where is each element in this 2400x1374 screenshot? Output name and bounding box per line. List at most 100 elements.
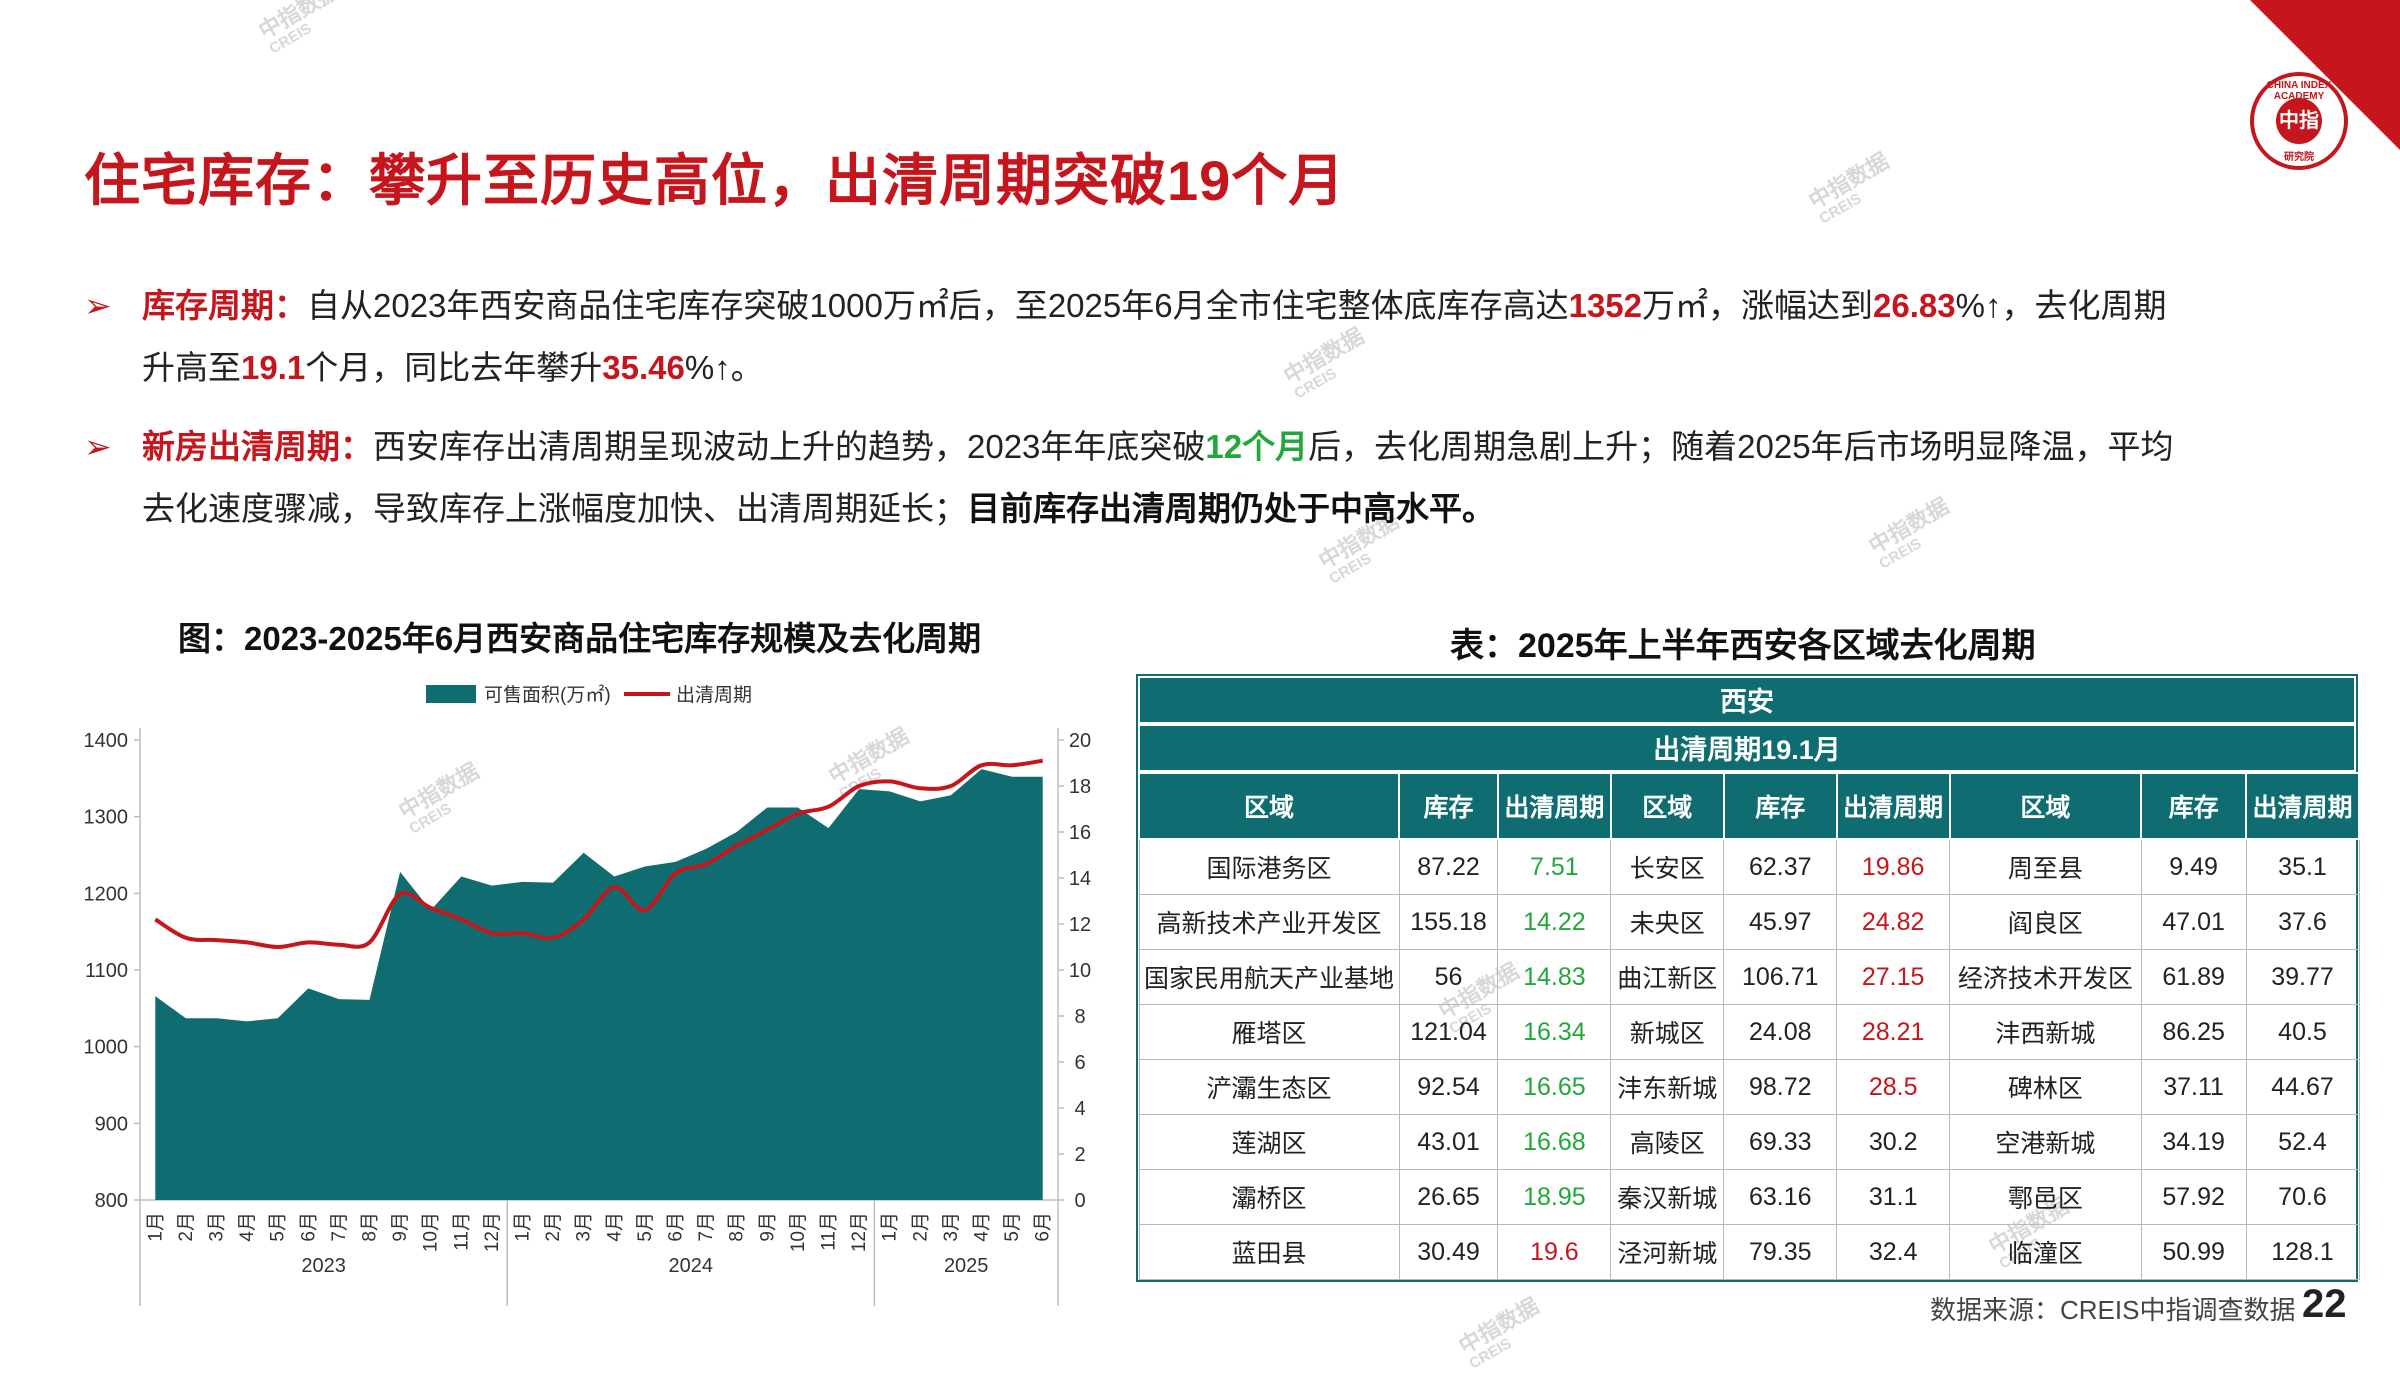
x-tick-label: 10月 <box>421 1212 442 1252</box>
highlight-value: 19.1 <box>241 349 306 386</box>
table-cell: 7.51 <box>1497 838 1612 895</box>
y-right-tick-label: 18 <box>1069 776 1091 798</box>
y-right-tick-label: 14 <box>1069 868 1091 890</box>
table-row: 浐灞生态区 92.54 16.65 沣东新城 98.72 28.5 碑林区 37.11 44.6… <box>1138 1059 2360 1115</box>
district-table: 西安 出清周期19.1月 区域 库存 出清周期 区域 库存 出清周期 区域 库存 出清周期 国际… <box>1136 674 2360 1282</box>
table-cell: 高陵区 <box>1610 1114 1725 1170</box>
table-cell: 高新技术产业开发区 <box>1138 894 1400 950</box>
table-cell: 国家民用航天产业基地 <box>1138 949 1400 1005</box>
bullet-line: 升高至19.1个月，同比去年攀升35.46%↑。 <box>84 337 2314 399</box>
table-header-cell: 出清周期 <box>1496 772 1612 840</box>
bullet-text: 去化速度骤减，导致库存上涨幅度加快、出清周期延长； <box>142 490 967 527</box>
table-cell: 蓝田县 <box>1138 1224 1400 1280</box>
table-cell: 43.01 <box>1398 1114 1499 1170</box>
bullet-clearance-cycle: ➢ 新房出清周期：西安库存出清周期呈现波动上升的趋势，2023年年底突破12个月后… <box>84 416 2314 540</box>
x-tick-label: 7月 <box>329 1212 350 1242</box>
table-cell: 44.67 <box>2245 1059 2360 1115</box>
x-tick-label: 12月 <box>849 1212 870 1252</box>
table-cell: 50.99 <box>2140 1224 2247 1280</box>
y-left-tick-label: 900 <box>95 1113 128 1135</box>
table-header-cell: 区域 <box>1609 772 1725 840</box>
table-cell: 14.83 <box>1497 949 1612 1005</box>
table-cell: 79.35 <box>1723 1224 1838 1280</box>
table-cell: 曲江新区 <box>1610 949 1725 1005</box>
table-cell: 泾河新城 <box>1610 1224 1725 1280</box>
x-tick-label: 6月 <box>298 1212 319 1242</box>
table-cell: 沣西新城 <box>1949 1004 2142 1060</box>
table-cell: 70.6 <box>2245 1169 2360 1225</box>
table-cell: 56 <box>1398 949 1499 1005</box>
table-cell: 国际港务区 <box>1138 838 1400 895</box>
table-cell: 30.2 <box>1836 1114 1951 1170</box>
highlight-value: 12个月 <box>1205 428 1309 465</box>
x-tick-label: 6月 <box>1033 1212 1054 1242</box>
y-right-tick-label: 10 <box>1069 960 1091 982</box>
table-header-cell: 出清周期 <box>1835 772 1951 840</box>
table-cell: 14.22 <box>1497 894 1612 950</box>
x-tick-label: 9月 <box>390 1212 411 1242</box>
table-cell: 沣东新城 <box>1610 1059 1725 1115</box>
logo-ring-bottom: 研究院 <box>2284 152 2314 163</box>
table-cell: 18.95 <box>1497 1169 1612 1225</box>
table-header-row: 区域 库存 出清周期 区域 库存 出清周期 区域 库存 出清周期 <box>1137 772 2360 840</box>
table-cell: 47.01 <box>2140 894 2247 950</box>
x-tick-label: 4月 <box>237 1212 258 1242</box>
table-cell: 69.33 <box>1723 1114 1838 1170</box>
table-cell: 周至县 <box>1949 838 2142 895</box>
table-cell: 空港新城 <box>1949 1114 2142 1170</box>
y-right-tick-label: 4 <box>1074 1098 1085 1120</box>
y-right-tick-label: 8 <box>1074 1006 1085 1028</box>
table-row: 国家民用航天产业基地 56 14.83 曲江新区 106.71 27.15 经济技术开发区 6… <box>1138 949 2360 1005</box>
table-cell: 155.18 <box>1398 894 1499 950</box>
table-cell: 26.65 <box>1398 1169 1499 1225</box>
table-header-cell: 库存 <box>1398 772 1499 840</box>
x-tick-label: 11月 <box>819 1212 840 1251</box>
y-right-tick-label: 20 <box>1069 730 1091 752</box>
x-tick-label: 7月 <box>696 1212 717 1242</box>
y-right-tick-label: 12 <box>1069 914 1091 936</box>
table-cell: 62.37 <box>1723 838 1838 895</box>
table-city-header: 西安 <box>1138 676 2356 724</box>
x-tick-label: 3月 <box>207 1212 228 1242</box>
table-header-cell: 区域 <box>1948 772 2143 840</box>
table-cell: 52.4 <box>2245 1114 2360 1170</box>
year-group-label: 2023 <box>301 1255 346 1277</box>
table-cell: 浐灞生态区 <box>1138 1059 1400 1115</box>
table-row: 莲湖区 43.01 16.68 高陵区 69.33 30.2 空港新城 34.19 52.4 <box>1138 1114 2360 1170</box>
x-tick-label: 2月 <box>910 1212 931 1242</box>
table-cell: 经济技术开发区 <box>1949 949 2142 1005</box>
bullet-line: ➢ 新房出清周期：西安库存出清周期呈现波动上升的趋势，2023年年底突破12个月后… <box>84 416 2314 478</box>
y-left-tick-label: 800 <box>95 1190 128 1212</box>
table-cell: 鄠邑区 <box>1949 1169 2142 1225</box>
table-header-cell: 库存 <box>2140 772 2248 840</box>
table-cell: 雁塔区 <box>1138 1004 1400 1060</box>
x-tick-label: 5月 <box>1002 1212 1023 1242</box>
table-cell: 30.49 <box>1398 1224 1499 1280</box>
china-index-academy-logo: CHINA INDEX ACADEMY 中指 研究院 <box>2250 72 2348 170</box>
logo-center: 中指 <box>2276 98 2322 144</box>
highlight-value: 35.46 <box>602 349 685 386</box>
table-cell: 24.08 <box>1723 1004 1838 1060</box>
x-tick-label: 8月 <box>360 1212 381 1242</box>
available-area-series <box>155 769 1043 1200</box>
y-left-tick-label: 1200 <box>84 883 129 905</box>
x-tick-label: 2月 <box>176 1212 197 1242</box>
table-header-cell: 出清周期 <box>2245 772 2360 840</box>
table-cell: 16.68 <box>1497 1114 1612 1170</box>
y-right-tick-label: 16 <box>1069 822 1091 844</box>
y-right-tick-label: 2 <box>1074 1144 1085 1166</box>
chart-title: 图：2023-2025年6月西安商品住宅库存规模及去化周期 <box>178 620 982 657</box>
table-cell: 阎良区 <box>1949 894 2142 950</box>
table-cell: 31.1 <box>1836 1169 1951 1225</box>
table-cell: 87.22 <box>1398 838 1499 895</box>
table-cell: 37.11 <box>2140 1059 2247 1115</box>
table-cell: 98.72 <box>1723 1059 1838 1115</box>
legend-area-swatch <box>426 685 476 703</box>
highlight-value: 26.83 <box>1873 287 1956 324</box>
table-cell: 40.5 <box>2245 1004 2360 1060</box>
bullet-label: 新房出清周期： <box>142 428 373 465</box>
table-cell: 16.34 <box>1497 1004 1612 1060</box>
table-title: 表：2025年上半年西安各区域去化周期 <box>1450 627 2036 665</box>
year-group-label: 2024 <box>669 1255 714 1277</box>
x-tick-label: 1月 <box>145 1212 166 1242</box>
